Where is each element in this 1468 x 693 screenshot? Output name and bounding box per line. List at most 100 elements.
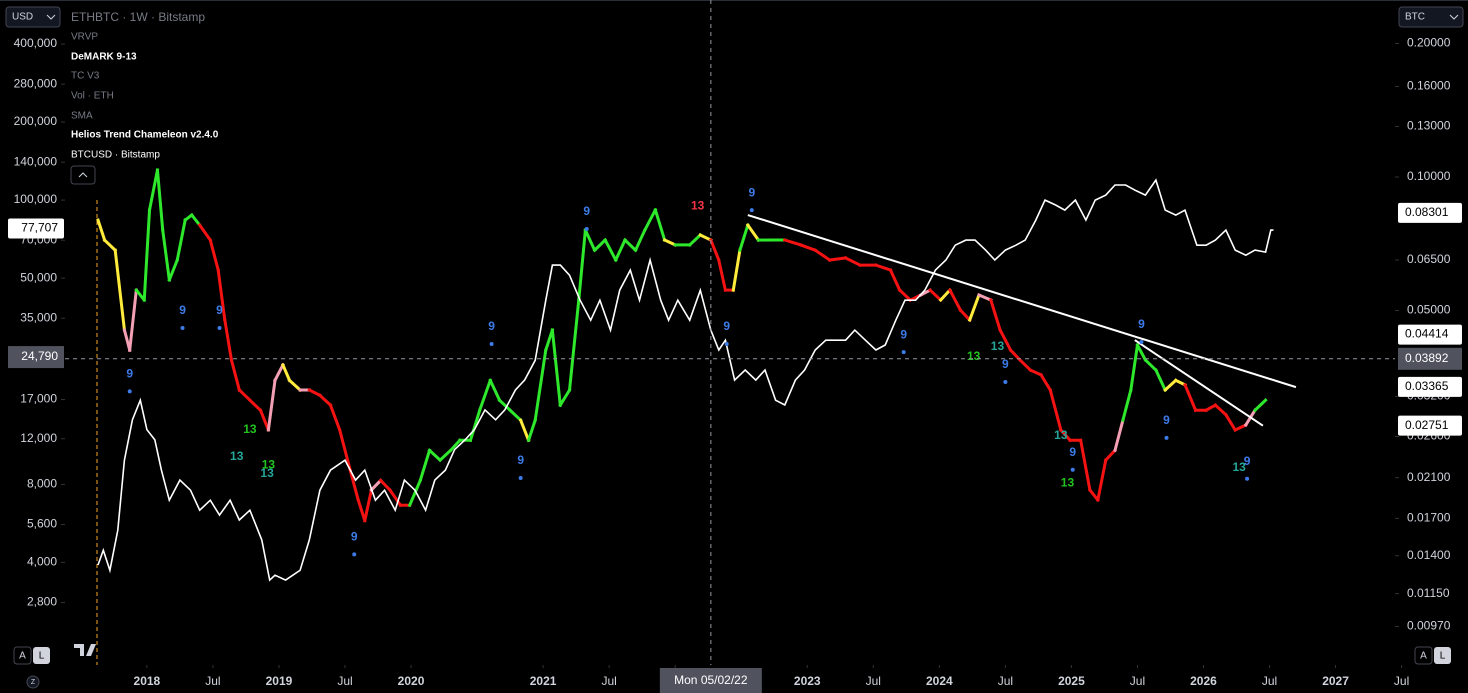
y-tick-label: 0.05000 bbox=[1407, 303, 1451, 317]
price-segment bbox=[128, 288, 138, 352]
price-segment bbox=[266, 378, 277, 432]
price-segment bbox=[843, 255, 863, 268]
price-segment bbox=[167, 258, 180, 282]
price-segment bbox=[567, 298, 581, 392]
price-segment bbox=[96, 218, 107, 242]
y-tick-label: 0.20000 bbox=[1407, 36, 1451, 50]
price-segment bbox=[1096, 458, 1108, 502]
currency-dropdown[interactable] bbox=[5, 6, 61, 28]
x-tick-label: 2026 bbox=[1190, 674, 1217, 688]
price-segment bbox=[102, 237, 118, 253]
x-tick-label: 2024 bbox=[926, 674, 953, 688]
x-tick-label: Jul bbox=[337, 674, 352, 688]
price-segment bbox=[518, 418, 531, 443]
demark-dot bbox=[180, 325, 185, 330]
price-segment bbox=[1017, 357, 1033, 373]
demark-dot bbox=[584, 227, 589, 232]
price-segment bbox=[1252, 398, 1268, 413]
price-segment bbox=[745, 223, 761, 243]
price-segment bbox=[716, 258, 728, 292]
y-tick-label: 0.13000 bbox=[1407, 119, 1451, 133]
price-segment bbox=[918, 288, 933, 298]
y-tick-label: 0.10000 bbox=[1407, 169, 1451, 183]
right-currency-dropdown[interactable] bbox=[1398, 6, 1464, 28]
price-segment bbox=[155, 168, 165, 232]
price-segment bbox=[550, 328, 562, 407]
legend: ETHBTC · 1W · Bitstamp VRVP DeMARK 9-13 … bbox=[70, 10, 219, 185]
price-segment bbox=[369, 478, 383, 493]
price-label: 77,707 bbox=[21, 221, 58, 235]
price-segment bbox=[622, 237, 638, 253]
demark-label: 9 bbox=[488, 319, 495, 333]
indicator[interactable]: SMA bbox=[71, 111, 93, 122]
price-segment bbox=[782, 238, 803, 247]
price-label: 0.03365 bbox=[1405, 379, 1449, 393]
dropdown-arrow bbox=[46, 14, 56, 20]
y2-tick-label: 12,000 bbox=[20, 431, 57, 445]
price-segment bbox=[947, 288, 963, 313]
price-segment bbox=[223, 318, 234, 362]
price-segment bbox=[998, 327, 1013, 353]
indicator[interactable]: Helios Trend Chameleon v2.4.0 bbox=[71, 130, 219, 141]
btc-line bbox=[97, 178, 1274, 582]
auto-scale-button[interactable] bbox=[1414, 646, 1433, 665]
x-tick-label: Jul bbox=[866, 674, 881, 688]
price-segment bbox=[208, 238, 221, 272]
price-segment bbox=[967, 293, 981, 322]
price-segment bbox=[874, 263, 893, 272]
demark-dot bbox=[1139, 339, 1144, 344]
price-segment bbox=[307, 387, 322, 398]
demark-label: 13 bbox=[260, 466, 274, 480]
price-segment bbox=[448, 438, 463, 453]
crosshair-y2-label: 24,790 bbox=[21, 349, 58, 363]
price-segment bbox=[387, 487, 403, 508]
y2-tick-label: 4,000 bbox=[27, 555, 57, 569]
price-segment bbox=[280, 362, 292, 383]
price-segment bbox=[317, 393, 333, 408]
price-segment bbox=[407, 478, 423, 508]
demark-label: 9 bbox=[583, 204, 590, 218]
price-segment bbox=[363, 488, 374, 523]
price-segment bbox=[189, 212, 202, 228]
indicator[interactable]: TC V3 bbox=[71, 71, 100, 82]
y-tick-label: 0.00970 bbox=[1407, 619, 1451, 633]
price-segment bbox=[488, 378, 502, 403]
price-segment bbox=[161, 228, 172, 282]
x-tick-label: Jul bbox=[1130, 674, 1145, 688]
auto-scale-button[interactable] bbox=[13, 646, 32, 665]
price-segment bbox=[798, 242, 818, 253]
x-tick-label: 2018 bbox=[134, 674, 161, 688]
indicator[interactable]: VRVP bbox=[71, 32, 98, 43]
price-segment bbox=[662, 238, 678, 247]
indicator[interactable]: Vol · ETH bbox=[71, 91, 114, 102]
demark-dot bbox=[901, 350, 906, 355]
button-label: A bbox=[1420, 651, 1427, 662]
y2-tick-label: 17,000 bbox=[20, 392, 57, 406]
log-scale-button[interactable] bbox=[1434, 647, 1451, 664]
demark-label: 13 bbox=[991, 339, 1005, 353]
collapse-legend[interactable] bbox=[70, 165, 96, 185]
x-tick-label: 2019 bbox=[266, 674, 293, 688]
demark-label: 9 bbox=[216, 303, 223, 317]
price-segment bbox=[642, 207, 658, 233]
log-scale-button[interactable] bbox=[33, 647, 50, 664]
button-label: L bbox=[39, 651, 45, 662]
demark-label: 9 bbox=[723, 319, 730, 333]
zoom-button[interactable] bbox=[26, 675, 40, 689]
demark-dot bbox=[127, 389, 132, 394]
price-segment bbox=[378, 478, 393, 493]
price-segment bbox=[216, 268, 227, 322]
price-segment bbox=[418, 448, 432, 483]
demark-dot bbox=[1070, 467, 1075, 472]
indicator[interactable]: DeMARK 9-13 bbox=[71, 52, 137, 63]
price-segment bbox=[1078, 438, 1092, 492]
price-label-box bbox=[1398, 324, 1462, 345]
currency-label: USD bbox=[12, 12, 33, 23]
indicator[interactable]: BTCUSD · Bitstamp bbox=[71, 150, 160, 161]
plot-area: 0.20000 0.16000 0.13000 0.10000 0.06500 0.050… bbox=[8, 0, 1462, 693]
demark-label: 13 bbox=[1054, 428, 1068, 442]
x-tick-label: 2021 bbox=[530, 674, 557, 688]
price-label-box bbox=[1398, 202, 1462, 223]
price-label: 0.08301 bbox=[1405, 205, 1449, 219]
